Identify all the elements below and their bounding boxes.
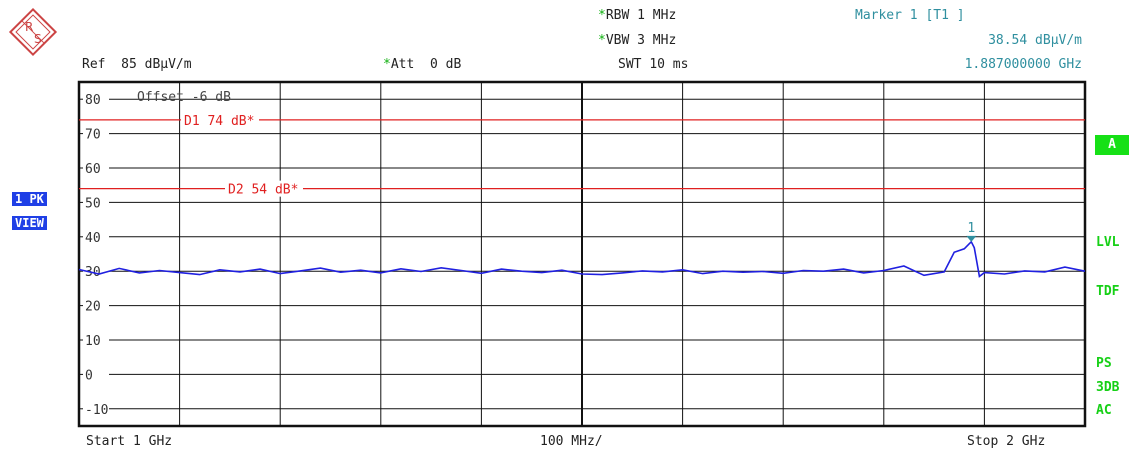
rbw-star: * <box>598 8 606 23</box>
swt-value: 10 ms <box>649 57 689 72</box>
att-value: 0 dB <box>429 57 462 72</box>
marker-1[interactable]: 1 <box>966 221 977 242</box>
att-label: Att <box>390 57 415 72</box>
swt-readout: SWT 10 ms <box>618 57 688 72</box>
ref-value: 85 dBµV/m <box>121 57 192 72</box>
y-tick-bg <box>83 400 109 417</box>
plot-grid <box>79 82 1085 426</box>
span-per-division: 100 MHz/ <box>540 434 603 449</box>
att-readout: *Att 0 dB <box>383 57 461 72</box>
y-tick-bg <box>83 194 109 211</box>
ref-label: Ref <box>82 57 106 72</box>
rbw-value: 1 MHz <box>637 8 677 23</box>
y-tick-label: -10 <box>85 403 108 418</box>
rs-logo: R S <box>8 7 58 57</box>
display-line-label-d2: D2 54 dB* <box>228 183 298 198</box>
y-tick-bg <box>83 297 109 314</box>
vbw-readout: *VBW 3 MHz <box>598 33 676 48</box>
y-tick-label: 80 <box>85 93 101 108</box>
ref-readout: Ref 85 dBµV/m <box>82 57 192 72</box>
tdf-label: TDF <box>1096 284 1120 299</box>
y-tick-label: 60 <box>85 162 101 177</box>
svg-text:R: R <box>25 20 33 34</box>
att-star: * <box>383 57 391 72</box>
rbw-label: RBW <box>605 8 630 23</box>
start-frequency: Start 1 GHz <box>86 434 173 449</box>
y-tick-label: 50 <box>85 196 101 211</box>
view-badge[interactable]: VIEW <box>12 216 47 230</box>
y-tick-label: 10 <box>85 334 101 349</box>
rbw-readout: *RBW 1 MHz <box>598 8 676 23</box>
trace-badge[interactable]: 1 PK <box>12 192 47 206</box>
offset-text: Offset -6 dB <box>137 90 231 105</box>
display-line-label-bg <box>181 111 259 128</box>
marker-level: 38.54 dBµV/m <box>988 33 1082 48</box>
marker-title: Marker 1 [T1 ] <box>855 8 965 23</box>
y-tick-label: 0 <box>85 368 93 383</box>
3db-label: 3DB <box>1096 380 1120 395</box>
display-line-label-d1: D1 74 dB* <box>184 114 254 129</box>
y-tick-label: 20 <box>85 300 101 315</box>
svg-text:S: S <box>34 32 42 46</box>
y-tick-bg <box>83 125 109 142</box>
y-tick-bg <box>83 91 109 108</box>
y-tick-bg <box>83 332 109 348</box>
marker-label: 1 <box>967 221 975 236</box>
ac-label: AC <box>1096 403 1112 418</box>
y-tick-label: 70 <box>85 128 101 143</box>
y-tick-bg <box>83 366 109 383</box>
vbw-star: * <box>598 33 606 48</box>
swt-label: SWT <box>618 57 642 72</box>
stop-frequency: Stop 2 GHz <box>967 434 1046 449</box>
marker-triangle[interactable] <box>966 235 977 242</box>
vbw-label: VBW <box>605 33 630 48</box>
display-line-label-bg <box>225 180 303 197</box>
marker-frequency: 1.887000000 GHz <box>964 57 1082 72</box>
y-tick-bg <box>83 228 109 245</box>
trace-line <box>78 240 1086 278</box>
a-badge[interactable]: A <box>1095 135 1129 155</box>
y-tick-label: 40 <box>85 231 101 246</box>
ps-label: PS <box>1096 356 1112 371</box>
display-lines: D1 74 dB* D2 54 dB* <box>79 111 1085 198</box>
y-tick-bg <box>83 263 109 280</box>
lvl-label: LVL <box>1096 235 1120 250</box>
vbw-value: 3 MHz <box>637 33 677 48</box>
y-tick-bg <box>83 160 109 176</box>
